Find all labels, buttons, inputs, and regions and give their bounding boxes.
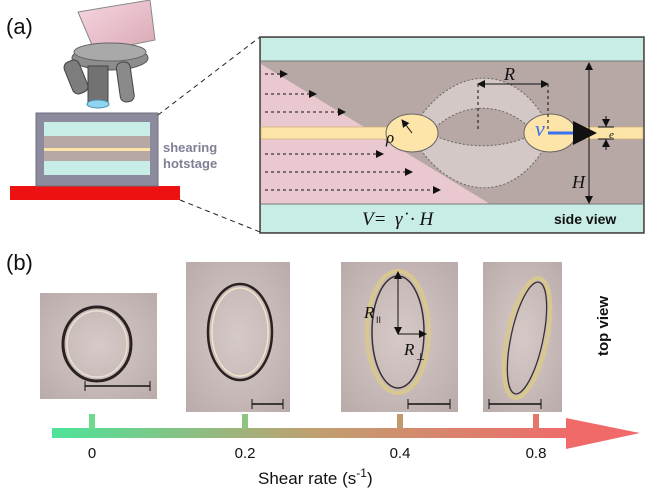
scale-bar-icon [407,399,451,409]
stage-label-shearing: shearing [163,140,217,155]
scale-bar-icon [84,381,151,391]
scale-bar-icon [251,399,284,409]
symbol-H: H [571,172,586,192]
arrow-icon [566,418,640,449]
axis-tick [242,414,248,429]
axis-tick [397,414,403,429]
axis-title: Shear rate (s-1) [258,466,373,488]
top-view-label: top view [595,296,612,356]
symbol-e: e [609,129,614,141]
sub-perp: ⊥ [416,352,425,363]
micrograph-0 [40,293,157,399]
scale-bar-icon [488,399,542,409]
velocity-lhs: V= [362,209,386,230]
axis-tick [533,414,539,429]
symbol-r-perp: R [403,340,415,359]
side-view-label: side view [554,211,616,227]
micrograph-1 [186,262,290,412]
axis-tick [89,414,95,429]
micrograph-3 [483,262,562,412]
symbol-rho: ρ [385,128,394,147]
symbol-r-parallel: R [363,303,375,322]
zoom-line-bottom [179,199,261,233]
sub-parallel: II [376,315,381,325]
tick-label-0: 0 [88,445,96,462]
shear-rate-axis [52,414,640,449]
shearing-hotstage [10,112,180,200]
tick-label-2: 0.4 [390,445,411,462]
tick-label-1: 0.2 [235,445,256,462]
microscope-icon [63,0,156,109]
symbol-v: v [535,116,545,141]
zoom-line-top [157,36,261,116]
panel-a-label: (a) [6,14,33,39]
micrograph-2 [341,262,458,412]
side-view-diagram [259,36,645,234]
panel-b-label: (b) [6,250,33,275]
stage-label-hotstage: hotstage [163,156,217,171]
velocity-rhs: · H [410,209,435,230]
tick-label-3: 0.8 [526,445,547,462]
symbol-R: R [503,64,515,84]
